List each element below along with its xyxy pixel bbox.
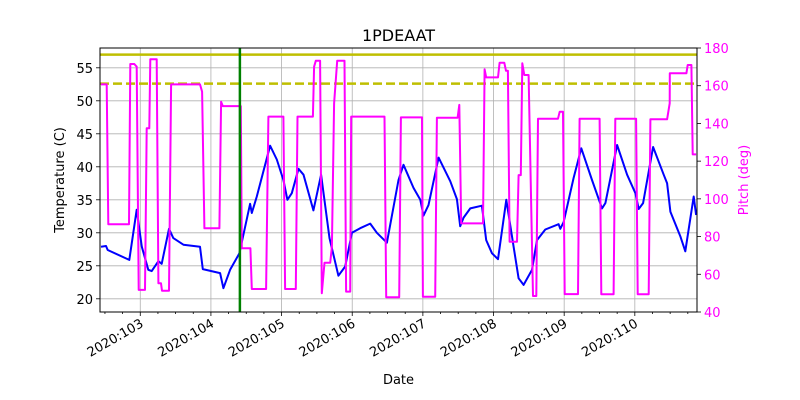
chart-title: 1PDEAAT (362, 26, 435, 45)
y-right-tick-label: 120 (704, 155, 729, 170)
pitch-series-line (101, 58, 697, 299)
y-tick-label: 40 (76, 161, 93, 176)
temperature-series-line (100, 144, 697, 290)
y-right-tick-label: 140 (704, 117, 729, 132)
x-axis-label: Date (383, 373, 414, 388)
y-tick-label: 30 (76, 227, 93, 242)
y-right-tick-label: 40 (704, 306, 721, 321)
y-axis-label: Temperature (C) (53, 127, 68, 234)
y-tick-label: 25 (76, 260, 93, 275)
y-right-tick-label: 60 (704, 268, 721, 283)
y-right-tick-label: 80 (704, 231, 721, 246)
y-right-tick-label: 100 (704, 193, 729, 208)
y-tick-label: 45 (76, 128, 93, 143)
y-right-axis-label: Pitch (deg) (737, 145, 752, 215)
y-right-tick-label: 160 (704, 80, 729, 95)
y-tick-label: 55 (76, 62, 93, 77)
y-tick-label: 50 (76, 95, 93, 110)
y-right-tick-label: 180 (704, 42, 729, 57)
plot-area (100, 48, 697, 312)
y-tick-label: 35 (76, 194, 93, 209)
y-tick-label: 20 (76, 293, 93, 308)
plot-frame (99, 47, 698, 313)
